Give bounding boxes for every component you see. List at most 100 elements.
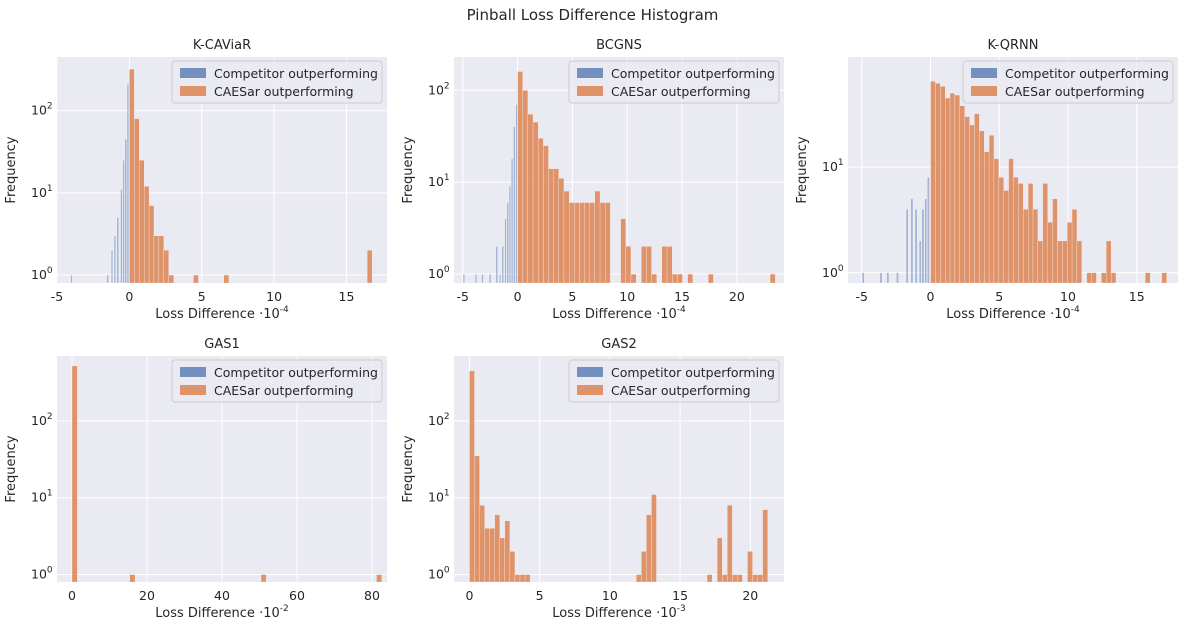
y-axis-label: Frequency (4, 136, 19, 203)
caesar-bar (543, 145, 549, 284)
caesar-bar (524, 574, 531, 583)
legend-swatch-competitor (971, 68, 997, 78)
x-tick-label: 0 (927, 289, 935, 304)
competitor-bar (113, 235, 116, 284)
caesar-bar (974, 113, 980, 284)
caesar-bar (930, 81, 936, 284)
caesar-bar (722, 574, 728, 583)
caesar-bar (599, 202, 606, 284)
competitor-bar (513, 126, 516, 284)
caesar-bar (677, 273, 683, 284)
caesar-bar (538, 138, 544, 284)
caesar-bar (708, 273, 714, 284)
caesar-bar (1086, 272, 1092, 284)
y-tick-label: 101 (31, 184, 53, 200)
caesar-bar (71, 365, 78, 583)
caesar-bar (158, 235, 164, 284)
caesar-bar (954, 94, 960, 284)
legend: Competitor outperforming CAESar outperfor… (171, 60, 383, 104)
x-tick-label: 15 (674, 289, 690, 304)
caesar-bar (1042, 183, 1048, 284)
y-tick-label: 102 (31, 102, 53, 118)
legend-box (568, 359, 780, 403)
y-tick-label: 102 (428, 412, 450, 428)
legend-box (568, 60, 780, 104)
competitor-bar (886, 272, 890, 284)
x-tick-label: 15 (1129, 289, 1145, 304)
caesar-bar (646, 514, 652, 583)
competitor-bar (924, 198, 927, 284)
caesar-bar (630, 273, 637, 284)
caesar-bar (945, 97, 951, 284)
competitor-bar (124, 139, 127, 284)
caesar-bar (641, 551, 647, 583)
caesar-bar (666, 246, 673, 284)
competitor-bar (474, 273, 477, 284)
competitor-bar (508, 186, 511, 284)
x-axis-label: Loss Difference ·10-2 (155, 604, 288, 621)
competitor-bar (126, 84, 129, 284)
y-tick-label: 101 (822, 158, 844, 174)
caesar-bar (514, 574, 521, 583)
x-tick-label: 5 (536, 588, 544, 603)
caesar-bar (193, 274, 199, 284)
caesar-bar (504, 520, 511, 583)
y-tick-label: 100 (428, 566, 450, 582)
competitor-bar (462, 273, 465, 284)
caesar-bar (1013, 177, 1019, 284)
subplot-title: K-CAViaR (193, 38, 251, 53)
legend-label: Competitor outperforming (611, 365, 775, 380)
legend-label: Competitor outperforming (214, 66, 378, 81)
caesar-bar (969, 124, 975, 284)
competitor-bar (489, 273, 492, 284)
caesar-bar (993, 158, 999, 284)
x-tick-label: 80 (364, 588, 380, 603)
y-tick-label: 102 (31, 412, 53, 428)
y-axis-label: Frequency (4, 435, 19, 502)
x-tick-label: 20 (742, 588, 758, 603)
legend-box (171, 359, 383, 403)
caesar-bar (563, 190, 570, 284)
y-tick-label: 100 (31, 266, 53, 282)
caesar-bar (553, 168, 559, 284)
x-axis-label: Loss Difference ·10-4 (552, 305, 686, 322)
caesar-bar (139, 160, 145, 284)
caesar-bar (620, 218, 626, 284)
x-tick-label: 60 (289, 588, 305, 603)
caesar-bar (1028, 183, 1034, 284)
x-tick-label: 10 (619, 289, 635, 304)
caesar-bar (988, 135, 995, 284)
caesar-bar (949, 93, 956, 284)
competitor-bar (914, 208, 918, 284)
subplot-gas1: 0 20 40 60 80 100 101 102 GAS1 Loss Difference ·1… (4, 337, 387, 621)
caesar-bar (646, 246, 652, 284)
x-tick-label: 5 (198, 289, 206, 304)
competitor-bar (910, 198, 914, 284)
x-tick-label: 0 (68, 588, 76, 603)
caesar-bar (964, 116, 970, 284)
competitor-bar (122, 160, 125, 284)
x-tick-label: 20 (729, 289, 745, 304)
caesar-bar (1110, 272, 1117, 284)
x-tick-label: 10 (266, 289, 282, 304)
caesar-bar (1091, 272, 1097, 284)
legend: Competitor outperforming CAESar outperfor… (962, 60, 1174, 104)
x-tick-label: -5 (51, 289, 63, 304)
x-tick-label: -5 (856, 289, 868, 304)
caesar-bar (979, 130, 985, 284)
caesar-bar (769, 273, 776, 284)
x-axis-label: Loss Difference ·10-3 (552, 604, 685, 621)
caesar-bar (376, 574, 382, 583)
caesar-bar (579, 202, 585, 284)
subplot-title: GAS2 (601, 337, 637, 352)
caesar-bar (144, 186, 150, 284)
y-tick-label: 100 (822, 264, 844, 280)
competitor-bar (515, 104, 518, 284)
legend-label: Competitor outperforming (611, 66, 775, 81)
legend-box (962, 60, 1174, 104)
caesar-bar (558, 178, 565, 284)
caesar-bar (568, 202, 575, 284)
caesar-bar (129, 574, 136, 583)
competitor-bar (111, 250, 113, 284)
x-tick-label: 0 (125, 289, 133, 304)
